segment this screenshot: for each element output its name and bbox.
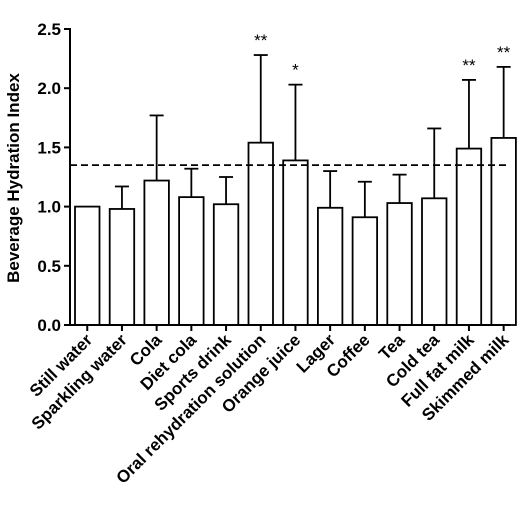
significance-marker: ** bbox=[254, 31, 268, 50]
bar bbox=[386, 202, 413, 326]
bar bbox=[74, 205, 101, 326]
y-tick-label: 1.5 bbox=[37, 138, 61, 157]
significance-marker: * bbox=[292, 61, 299, 80]
bar bbox=[351, 216, 379, 326]
y-tick-label: 2.5 bbox=[37, 20, 61, 39]
significance-marker: ** bbox=[497, 43, 511, 62]
bar bbox=[212, 203, 240, 326]
bar bbox=[282, 159, 309, 326]
bar bbox=[455, 147, 483, 326]
bar bbox=[108, 208, 136, 326]
y-tick-label: 1.0 bbox=[37, 198, 61, 217]
y-axis-label: Beverage Hydration Index bbox=[4, 73, 23, 283]
bar bbox=[421, 197, 448, 326]
y-tick-label: 2.0 bbox=[37, 79, 61, 98]
bar bbox=[178, 196, 205, 326]
bar bbox=[143, 179, 170, 326]
bar bbox=[247, 141, 274, 326]
significance-marker: ** bbox=[462, 56, 476, 75]
y-tick-label: 0.0 bbox=[37, 316, 61, 335]
y-tick-label: 0.5 bbox=[37, 257, 61, 276]
bar bbox=[316, 206, 344, 326]
